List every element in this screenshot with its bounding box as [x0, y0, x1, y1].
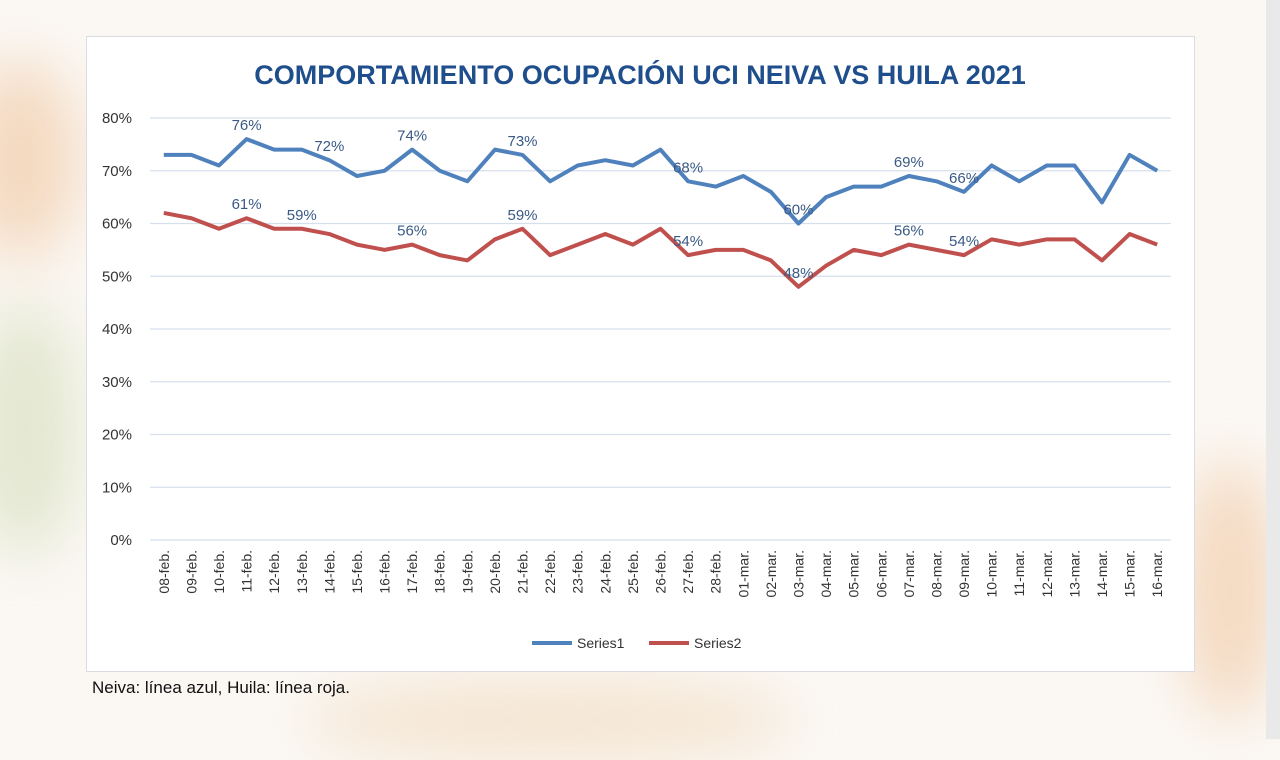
background-decoration: [300, 680, 800, 760]
background-decoration: [0, 60, 80, 260]
x-tick-label: 22-feb.: [542, 550, 558, 594]
background-decoration: [0, 300, 80, 560]
x-tick-label: 25-feb.: [625, 550, 641, 594]
x-tick-label: 10-feb.: [211, 550, 227, 594]
data-label: 68%: [673, 159, 703, 176]
y-tick-label: 0%: [110, 532, 132, 549]
data-label: 69%: [894, 154, 924, 171]
data-label: 56%: [397, 223, 427, 240]
x-tick-label: 08-mar.: [928, 550, 944, 597]
x-tick-label: 13-feb.: [294, 550, 310, 594]
legend-label: Series1: [577, 635, 625, 651]
data-label: 72%: [314, 138, 344, 155]
y-tick-label: 20%: [102, 427, 132, 444]
x-tick-label: 21-feb.: [515, 550, 531, 594]
x-tick-label: 10-mar.: [984, 550, 1000, 597]
x-tick-label: 16-mar.: [1149, 550, 1165, 597]
x-tick-label: 09-feb.: [183, 550, 199, 594]
x-tick-label: 18-feb.: [432, 550, 448, 594]
y-tick-label: 80%: [102, 110, 132, 127]
data-label: 76%: [232, 117, 262, 134]
data-label: 56%: [894, 223, 924, 240]
line-chart: COMPORTAMIENTO OCUPACIÓN UCI NEIVA VS HU…: [87, 37, 1194, 671]
data-label: 60%: [783, 202, 813, 219]
y-tick-label: 70%: [102, 163, 132, 180]
x-tick-label: 14-mar.: [1094, 550, 1110, 597]
x-tick-label: 02-mar.: [763, 550, 779, 597]
y-tick-label: 30%: [102, 374, 132, 391]
x-tick-label: 11-mar.: [1011, 550, 1027, 596]
x-tick-label: 07-mar.: [901, 550, 917, 597]
x-tick-label: 15-feb.: [349, 550, 365, 594]
background-decoration: [1180, 460, 1280, 720]
x-tick-label: 16-feb.: [377, 550, 393, 594]
x-tick-label: 03-mar.: [790, 550, 806, 597]
legend-label: Series2: [694, 635, 742, 651]
chart-title: COMPORTAMIENTO OCUPACIÓN UCI NEIVA VS HU…: [254, 59, 1026, 90]
x-tick-label: 12-feb.: [266, 550, 282, 594]
data-label: 73%: [508, 133, 538, 150]
x-tick-label: 05-mar.: [846, 550, 862, 597]
x-tick-label: 11-feb.: [239, 550, 255, 593]
x-tick-label: 19-feb.: [459, 550, 475, 594]
scrollbar[interactable]: [1266, 0, 1280, 739]
data-label: 59%: [287, 207, 317, 224]
x-tick-label: 23-feb.: [570, 550, 586, 594]
data-label: 54%: [673, 233, 703, 250]
x-tick-label: 01-mar.: [735, 550, 751, 597]
data-label: 61%: [232, 196, 262, 213]
x-tick-label: 24-feb.: [597, 550, 613, 594]
x-tick-label: 04-mar.: [818, 550, 834, 597]
x-tick-label: 09-mar.: [956, 550, 972, 597]
data-label: 66%: [949, 170, 979, 187]
x-tick-label: 08-feb.: [156, 550, 172, 594]
chart-caption: Neiva: línea azul, Huila: línea roja.: [92, 678, 350, 698]
x-tick-label: 06-mar.: [873, 550, 889, 597]
y-tick-label: 60%: [102, 216, 132, 233]
x-tick-label: 27-feb.: [680, 550, 696, 594]
data-label: 59%: [508, 207, 538, 224]
y-tick-label: 50%: [102, 268, 132, 285]
x-tick-label: 28-feb.: [708, 550, 724, 594]
y-tick-label: 40%: [102, 321, 132, 338]
x-tick-label: 12-mar.: [1039, 550, 1055, 597]
x-tick-label: 20-feb.: [487, 550, 503, 594]
data-label: 74%: [397, 128, 427, 145]
data-label: 48%: [783, 265, 813, 282]
x-tick-label: 17-feb.: [404, 550, 420, 594]
x-tick-label: 14-feb.: [321, 550, 337, 594]
x-tick-label: 13-mar.: [1066, 550, 1082, 597]
y-tick-label: 10%: [102, 479, 132, 496]
x-tick-label: 15-mar.: [1122, 550, 1138, 597]
x-tick-label: 26-feb.: [653, 550, 669, 594]
chart-container: COMPORTAMIENTO OCUPACIÓN UCI NEIVA VS HU…: [86, 36, 1195, 672]
data-label: 54%: [949, 233, 979, 250]
